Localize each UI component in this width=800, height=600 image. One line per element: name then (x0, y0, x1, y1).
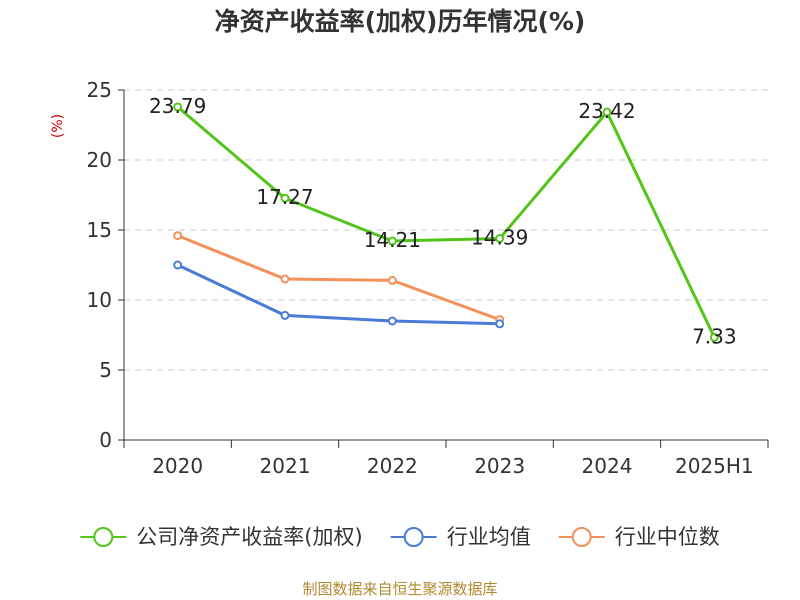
series-line (177, 263, 500, 326)
legend-item[interactable]: 行业均值 (390, 525, 531, 549)
legend-label: 行业中位数 (615, 525, 720, 549)
series-line (176, 105, 716, 339)
legend-marker (403, 527, 424, 547)
data-point (495, 319, 505, 329)
legend-label: 公司净资产收益率(加权) (136, 525, 362, 549)
data-point (709, 332, 719, 342)
data-label: 7.33 (692, 324, 737, 348)
legend-item[interactable]: 行业中位数 (558, 525, 720, 549)
data-label: 23.42 (578, 99, 635, 123)
x-tick-label: 2020 (152, 454, 203, 478)
data-labels: 23.79 17.27 14.21 14.39 23.42 7.33 (149, 94, 737, 348)
x-tick-label: 2024 (582, 454, 633, 478)
data-label: 14.21 (364, 228, 421, 252)
data-point (387, 236, 397, 246)
source-note: 制图数据来自恒生聚源数据库 (302, 580, 497, 598)
data-point (280, 193, 290, 203)
data-point (387, 275, 397, 285)
data-point (280, 310, 290, 320)
data-point (173, 102, 183, 112)
y-tick-label: 10 (87, 288, 112, 312)
y-tick-label: 0 (99, 428, 112, 452)
legend[interactable]: 公司净资产收益率(加权) 行业均值 行业中位数 (80, 525, 720, 549)
x-tick-label: 2025H1 (675, 454, 754, 478)
series-group (173, 102, 719, 342)
data-label: 14.39 (471, 226, 528, 250)
legend-marker (93, 527, 114, 547)
axes: 0 5 10 15 20 25 2020 2021 2022 2023 2024 2025H1 (87, 78, 769, 478)
gridlines (124, 89, 768, 371)
legend-item[interactable]: 公司净资产收益率(加权) (80, 525, 363, 549)
data-point (173, 260, 183, 270)
data-point (280, 274, 290, 284)
legend-label: 行业均值 (447, 525, 531, 549)
x-tick-label: 2021 (260, 454, 311, 478)
y-tick-label: 25 (87, 78, 112, 102)
y-tick-label: 5 (99, 358, 112, 382)
chart-title: 净资产收益率(加权)历年情况(%) (215, 7, 586, 36)
data-label: 17.27 (256, 185, 313, 209)
series-line (177, 234, 501, 322)
y-tick-label: 15 (87, 218, 112, 242)
data-point (495, 234, 505, 244)
legend-marker (571, 527, 592, 547)
y-axis-label: (%) (50, 114, 66, 138)
y-tick-label: 20 (87, 148, 112, 172)
data-point (173, 231, 183, 241)
data-point (387, 316, 397, 326)
data-point (602, 107, 612, 117)
x-tick-label: 2022 (367, 454, 418, 478)
data-label: 23.79 (149, 94, 206, 118)
x-tick-label: 2023 (474, 454, 525, 478)
